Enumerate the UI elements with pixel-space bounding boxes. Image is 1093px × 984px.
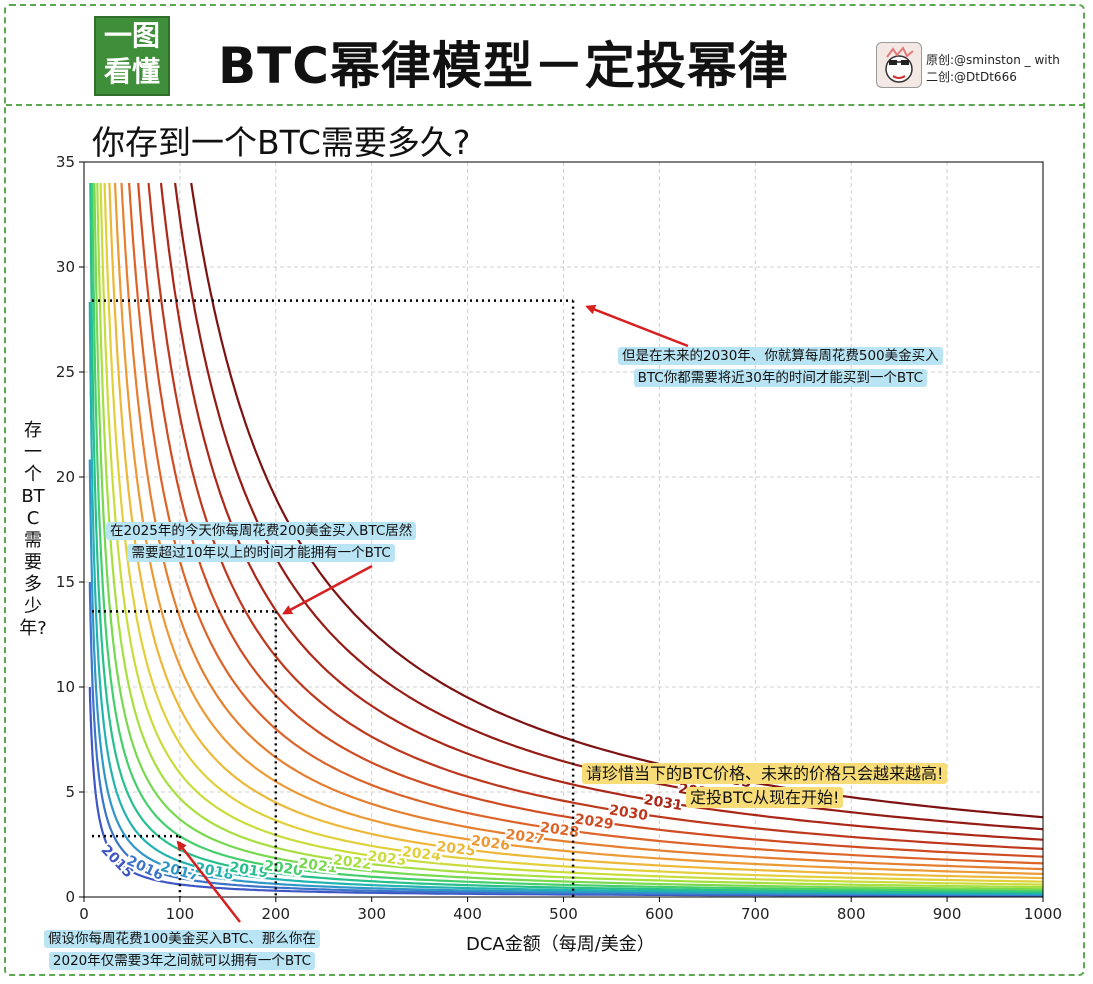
series-line-2019 — [89, 182, 1043, 894]
annotation-2025-line-2: 需要超过10年以上的时间才能拥有一个BTC — [127, 544, 395, 562]
y-tick-label: 0 — [65, 888, 75, 906]
header-separator — [6, 104, 1085, 106]
logo-line-1: 一图 — [103, 19, 160, 52]
x-tick-label: 700 — [741, 905, 770, 923]
arrows — [176, 304, 689, 923]
annotation-note-line-2: 定投BTC从现在开始! — [686, 787, 844, 808]
y-tick-label: 35 — [56, 153, 75, 171]
series-line-2015 — [88, 686, 1043, 897]
x-tick-label: 1000 — [1024, 905, 1062, 923]
curves: 2015201620172018201920202021202220232024… — [88, 182, 1043, 897]
x-tick-label: 600 — [645, 905, 674, 923]
annotation-2030-line-2: BTC你都需要将近30年的时间才能买到一个BTC — [633, 369, 928, 387]
x-tick-label: 300 — [357, 905, 386, 923]
series-line-2024 — [103, 182, 1043, 883]
y-tick-label: 20 — [56, 468, 75, 486]
annotation-2025: 在2025年的今天你每周花费200美金买入BTC居然 需要超过10年以上的时间才… — [106, 520, 417, 564]
x-tick-label: 0 — [79, 905, 89, 923]
y-tick-label: 5 — [65, 783, 75, 801]
series-line-2033 — [190, 182, 1043, 819]
credit-remix: 二创:@DtDt666 — [926, 70, 1017, 84]
dashed-frame — [4, 4, 1085, 976]
annotation-2030-line-1: 但是在未来的2030年、你就算每周花费500美金买入 — [618, 347, 943, 365]
logo-line-2: 看懂 — [103, 55, 160, 88]
series-line-2027 — [120, 182, 1043, 871]
logo: 一图 看懂 — [94, 16, 170, 96]
x-tick-label: 500 — [549, 905, 578, 923]
annotation-2020: 假设你每周花费100美金买入BTC、那么你在 2020年仅需要3年之间就可以拥有… — [44, 928, 320, 972]
x-tick-label: 800 — [837, 905, 866, 923]
avatar-icon — [885, 46, 914, 83]
annotation-note-line-1: 请珍惜当下的BTC价格、未来的价格只会越来越高! — [582, 763, 948, 784]
annotation-2030: 但是在未来的2030年、你就算每周花费500美金买入 BTC你都需要将近30年的… — [618, 345, 943, 389]
series-line-2028 — [128, 182, 1043, 865]
annotation-2025-line-1: 在2025年的今天你每周花费200美金买入BTC居然 — [106, 522, 417, 540]
series-line-2021 — [93, 182, 1043, 891]
arrow-2025 — [282, 564, 373, 615]
series-line-2030 — [147, 182, 1043, 850]
page-title: BTC幂律模型－定投幂律 — [218, 37, 789, 95]
reference-lines — [92, 299, 575, 897]
axes: 0 100 200 300 400 500 600 700 800 900 1000 0 5 10 15 20… — [56, 153, 1062, 923]
x-tick-label: 100 — [166, 905, 195, 923]
series-line-2018 — [88, 301, 1043, 895]
y-axis-label: 存一个BTC需要多少年? — [19, 420, 47, 639]
annotation-2020-line-1: 假设你每周花费100美金买入BTC、那么你在 — [44, 930, 320, 948]
y-tick-label: 10 — [56, 678, 75, 696]
chart-subtitle: 你存到一个BTC需要多久? — [92, 123, 471, 162]
annotation-note: 请珍惜当下的BTC价格、未来的价格只会越来越高! 定投BTC从现在开始! — [582, 762, 948, 810]
x-tick-label: 900 — [933, 905, 962, 923]
series-line-2026 — [113, 182, 1043, 875]
y-tick-label: 25 — [56, 363, 75, 381]
grid — [83, 161, 1044, 898]
series-line-2017 — [88, 459, 1043, 896]
arrow-2030 — [585, 304, 689, 348]
series-line-2031 — [159, 182, 1043, 841]
avatar — [876, 42, 922, 88]
x-tick-label: 200 — [261, 905, 290, 923]
series-line-2025 — [108, 182, 1043, 880]
credit-original: 原创:@sminston _ with — [926, 53, 1060, 67]
y-tick-label: 15 — [56, 573, 75, 591]
annotation-2020-line-2: 2020年仅需要3年之间就可以拥有一个BTC — [48, 952, 315, 970]
series-line-2016 — [88, 581, 1043, 897]
series-line-2029 — [137, 182, 1043, 858]
credit: 原创:@sminston _ with 二创:@DtDt666 — [926, 52, 1060, 86]
x-tick-label: 400 — [453, 905, 482, 923]
series-line-2032 — [174, 182, 1043, 831]
y-tick-label: 30 — [56, 258, 75, 276]
series-line-2022 — [96, 182, 1043, 889]
arrow-2020 — [176, 840, 241, 923]
x-axis-label: DCA金额（每周/美金） — [466, 934, 655, 955]
series-line-2020 — [91, 182, 1043, 892]
